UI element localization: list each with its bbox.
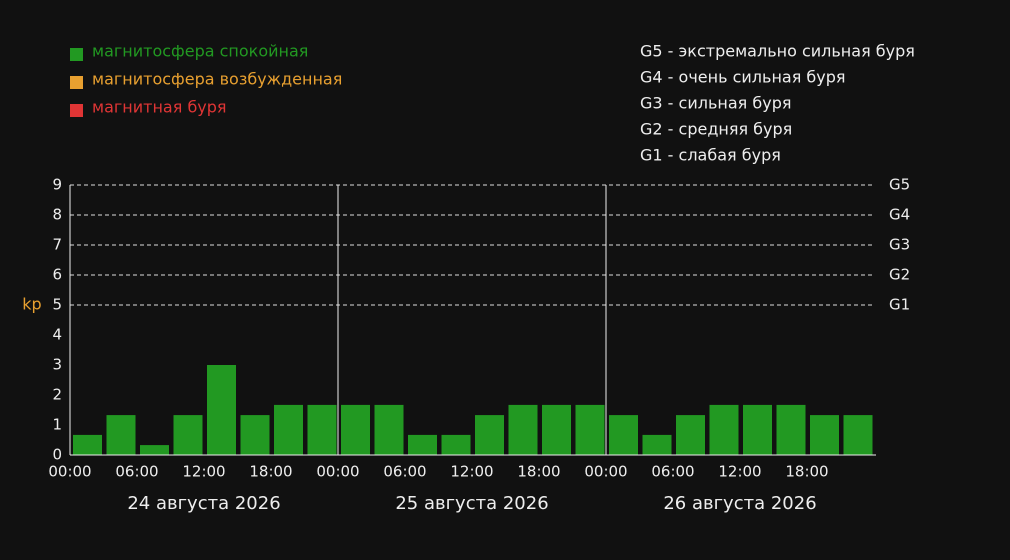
bar <box>508 404 538 455</box>
g-level-label: G2 <box>889 266 910 284</box>
g-level-label: G1 <box>889 296 910 314</box>
y-tick-label: 0 <box>52 446 62 464</box>
storm-scale-label: G3 - сильная буря <box>640 94 791 113</box>
x-tick-label: 12:00 <box>450 463 493 481</box>
y-tick-label: 5 <box>52 296 62 314</box>
legend-label: магнитная буря <box>92 98 227 117</box>
y-tick-label: 9 <box>52 176 62 194</box>
legend-swatch <box>70 76 83 89</box>
g-level-label: G4 <box>889 206 910 224</box>
legend-label: магнитосфера возбужденная <box>92 70 342 89</box>
bar <box>475 415 504 455</box>
bar <box>274 404 303 455</box>
y-tick-label: 6 <box>52 266 62 284</box>
y-tick-label: 1 <box>52 416 62 434</box>
g-level-label: G3 <box>889 236 910 254</box>
x-tick-label: 06:00 <box>115 463 158 481</box>
bar <box>776 404 806 455</box>
legend-swatch <box>70 48 83 61</box>
bar <box>542 404 571 455</box>
y-tick-label: 7 <box>52 236 62 254</box>
storm-scale-label: G1 - слабая буря <box>640 146 781 165</box>
bar <box>140 445 169 455</box>
g-level-label: G5 <box>889 176 910 194</box>
bar <box>408 434 437 455</box>
bar <box>240 415 270 455</box>
bar <box>642 434 672 455</box>
bar <box>676 415 705 455</box>
bar <box>709 404 739 455</box>
bar <box>609 415 638 455</box>
x-tick-label: 00:00 <box>316 463 359 481</box>
day-label: 26 августа 2026 <box>663 493 816 514</box>
bar <box>843 415 873 455</box>
y-tick-label: 3 <box>52 356 62 374</box>
x-tick-label: 18:00 <box>517 463 560 481</box>
x-tick-label: 06:00 <box>651 463 694 481</box>
storm-scale-label: G2 - средняя буря <box>640 120 792 139</box>
bar <box>207 365 236 455</box>
legend-swatch <box>70 104 83 117</box>
bar <box>307 404 337 455</box>
bar <box>743 404 772 455</box>
y-axis-label: kp <box>22 295 41 314</box>
bar <box>106 415 136 455</box>
day-label: 25 августа 2026 <box>395 493 548 514</box>
x-tick-label: 00:00 <box>48 463 91 481</box>
y-tick-label: 2 <box>52 386 62 404</box>
x-tick-label: 12:00 <box>182 463 225 481</box>
storm-scale-label: G4 - очень сильная буря <box>640 68 846 87</box>
x-tick-label: 18:00 <box>249 463 292 481</box>
x-tick-label: 18:00 <box>785 463 828 481</box>
bar <box>441 434 471 455</box>
x-tick-label: 06:00 <box>383 463 426 481</box>
bar <box>575 404 605 455</box>
y-tick-label: 4 <box>52 326 62 344</box>
day-label: 24 августа 2026 <box>127 493 280 514</box>
y-tick-label: 8 <box>52 206 62 224</box>
x-tick-label: 00:00 <box>584 463 627 481</box>
legend-label: магнитосфера спокойная <box>92 42 308 61</box>
storm-scale-label: G5 - экстремально сильная буря <box>640 42 915 61</box>
x-tick-label: 12:00 <box>718 463 761 481</box>
bar <box>341 404 370 455</box>
bar <box>173 415 203 455</box>
bar <box>374 404 404 455</box>
bar <box>73 434 102 455</box>
bar <box>810 415 839 455</box>
